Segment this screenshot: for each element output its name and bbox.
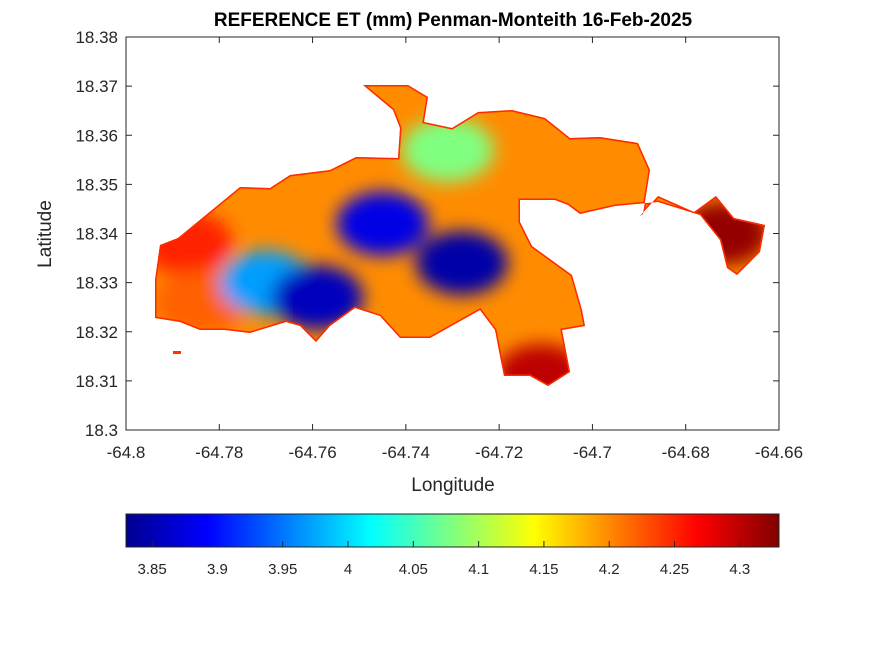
y-tick-label: 18.36: [75, 126, 118, 145]
y-axis: 18.3 18.31 18.32 18.33 18.34 18.35 18.36 18.37 1…: [75, 28, 779, 440]
x-tick-label: -64.68: [662, 443, 710, 462]
colorbar-tick-label: 4.25: [660, 561, 689, 578]
colorbar: [125, 513, 780, 548]
x-tick-label: -64.76: [288, 443, 336, 462]
x-tick-label: -64.74: [382, 443, 430, 462]
x-tick-label: -64.66: [755, 443, 803, 462]
y-tick-label: 18.3: [85, 421, 118, 440]
x-axis: -64.8 -64.78 -64.76 -64.74 -64.72 -64.7 -64.68…: [107, 37, 803, 462]
y-tick-label: 18.38: [75, 28, 118, 47]
colorbar-tick-label: 3.9: [207, 561, 228, 578]
y-tick-label: 18.32: [75, 323, 118, 342]
colorbar-tick-label: 3.85: [138, 561, 167, 578]
y-tick-label: 18.31: [75, 372, 118, 391]
y-tick-label: 18.33: [75, 274, 118, 293]
colorbar-tick-label: 4.1: [468, 561, 489, 578]
heatmap-region-south-lobe: [495, 343, 588, 386]
x-tick-label: -64.7: [573, 443, 612, 462]
heatmap-region-south-central-min: [271, 265, 364, 330]
x-tick-label: -64.78: [195, 443, 243, 462]
heatmap-region-central-low: [336, 191, 429, 256]
x-axis-label: Longitude: [411, 475, 494, 496]
y-tick-label: 18.35: [75, 175, 118, 194]
y-tick-label: 18.34: [75, 225, 118, 244]
y-axis-label: Latitude: [35, 200, 56, 268]
colorbar-ticks: 3.85 3.9 3.95 4 4.05 4.1 4.15 4.2 4.25 4.3: [138, 541, 750, 578]
x-tick-label: -64.72: [475, 443, 523, 462]
heatmap-region-east-central-min: [415, 230, 508, 295]
islet-pixel: [173, 351, 181, 354]
colorbar-tick-label: 4: [344, 561, 352, 578]
colorbar-tick-label: 4.05: [399, 561, 428, 578]
heatmap-region-north-ridge: [401, 117, 494, 182]
colorbar-tick-label: 3.95: [268, 561, 297, 578]
x-tick-label: -64.8: [107, 443, 146, 462]
colorbar-tick-label: 4.3: [729, 561, 750, 578]
y-tick-label: 18.37: [75, 77, 118, 96]
colorbar-tick-label: 4.15: [529, 561, 558, 578]
colorbar-tick-label: 4.2: [599, 561, 620, 578]
chart-title: REFERENCE ET (mm) Penman-Monteith 16-Feb…: [214, 10, 693, 31]
